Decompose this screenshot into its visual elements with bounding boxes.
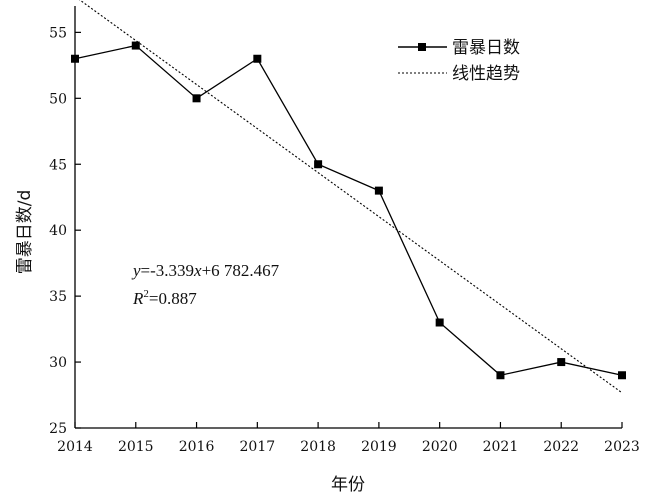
r-squared-r: R [132, 289, 144, 308]
r-squared-value: =0.887 [149, 289, 197, 308]
tick-labels: 25 30 35 40 45 50 55 2014 2015 2016 2017 2018 2019 20… [49, 25, 640, 455]
x-tick-label: 2023 [604, 439, 640, 455]
equation-intercept: +6 782.467 [202, 261, 280, 280]
y-tick-label: 35 [49, 289, 67, 305]
data-point [192, 94, 201, 103]
legend-label-trend: 线性趋势 [452, 64, 520, 84]
x-tick-label: 2021 [483, 439, 519, 455]
x-tick-label: 2014 [57, 439, 93, 455]
x-tick-label: 2022 [543, 439, 579, 455]
x-tick-label: 2016 [179, 439, 215, 455]
legend-marker-series [418, 43, 426, 51]
trend-line-group [78, 0, 623, 394]
y-tick-label: 25 [49, 421, 67, 437]
data-point [618, 371, 626, 380]
x-tick-label: 2019 [361, 439, 397, 455]
x-tick-label: 2015 [118, 439, 154, 455]
series-group [71, 41, 626, 380]
y-tick-label: 45 [49, 157, 67, 173]
data-point [314, 160, 323, 169]
tick-marks [74, 31, 623, 429]
data-point [496, 371, 505, 380]
data-point [374, 186, 383, 195]
data-point [253, 54, 262, 63]
r-squared: R2=0.887 [132, 288, 197, 308]
equation-slope: =-3.339 [141, 261, 195, 280]
data-point [557, 358, 566, 367]
r-squared-superscript: 2 [143, 288, 149, 300]
x-tick-label: 2020 [422, 439, 458, 455]
y-axis-title: 雷暴日数/d [15, 190, 35, 275]
legend: 雷暴日数 线性趋势 [398, 38, 520, 84]
series-line [74, 44, 623, 376]
x-tick-label: 2018 [300, 439, 336, 455]
y-tick-label: 55 [49, 25, 67, 41]
y-tick-label: 50 [49, 91, 67, 107]
x-axis-title: 年份 [331, 475, 365, 495]
x-tick-label: 2017 [240, 439, 276, 455]
y-tick-label: 30 [49, 355, 67, 371]
data-point [435, 318, 444, 327]
y-tick-label: 40 [49, 223, 67, 239]
data-point [71, 54, 79, 63]
axes [74, 6, 622, 429]
equation-x: x [193, 261, 202, 280]
data-point [131, 41, 140, 50]
regression-equation: y=-3.339x+6 782.467 [131, 261, 280, 280]
equation-y: y [131, 261, 141, 280]
trend-line [78, 0, 623, 394]
legend-label-series: 雷暴日数 [452, 38, 520, 58]
